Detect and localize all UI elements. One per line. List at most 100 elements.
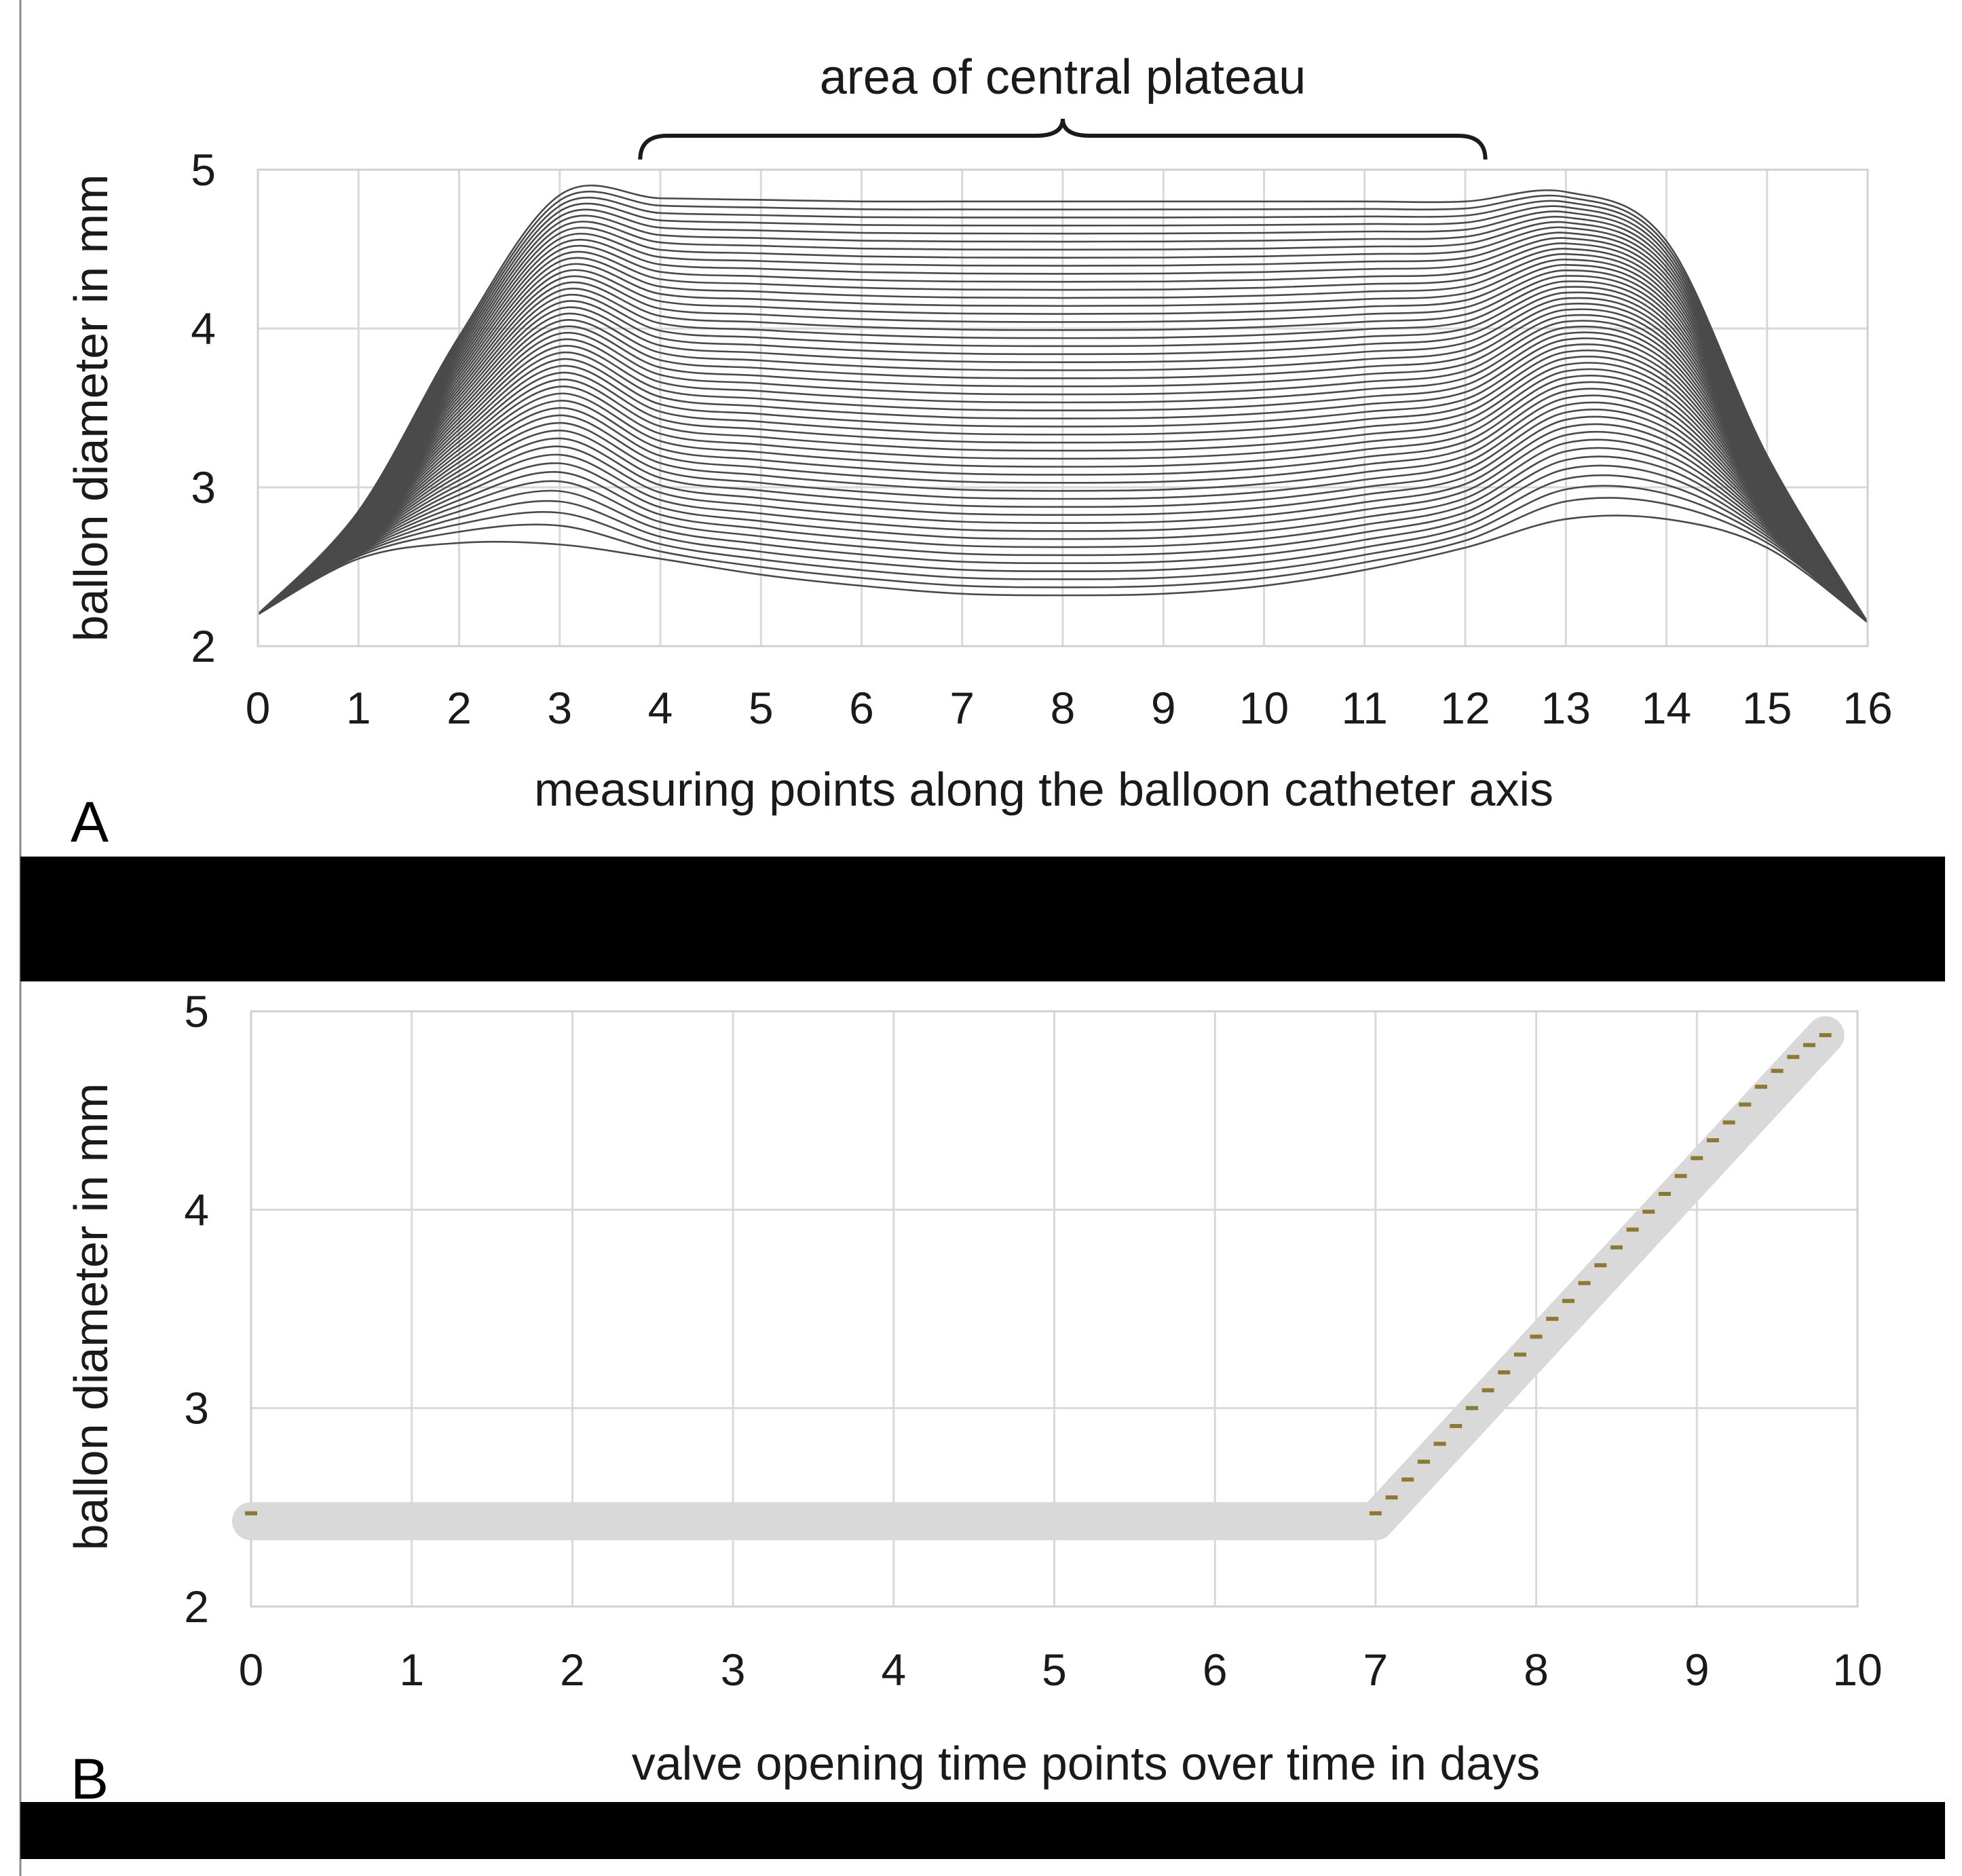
x-tick-label: 2: [560, 1645, 585, 1695]
panel-b-plot-frame: [250, 1010, 1859, 1608]
x-tick-label: 6: [1203, 1645, 1228, 1695]
series-line: [257, 231, 1869, 623]
series-line: [257, 362, 1868, 623]
series-line: [257, 474, 1868, 623]
bottom-bar: [20, 1802, 1945, 1859]
panel-a-series: [257, 185, 1869, 623]
panel-a-x-tick-labels: 0 1 2 3 4 5 6 7 8 9 10 11 12 13 14 15 16: [246, 683, 1893, 733]
series-line: [257, 297, 1869, 623]
series-line: [257, 497, 1868, 623]
y-tick-label: 4: [191, 303, 216, 354]
y-tick-label: 2: [184, 1581, 209, 1632]
panel-a-x-axis-title: measuring points along the balloon cathe…: [534, 763, 1553, 816]
x-tick-label: 10: [1832, 1645, 1882, 1695]
series-line: [257, 253, 1869, 623]
panel-a-y-tick-labels: 2 3 4 5: [191, 145, 216, 671]
panel-a-y-axis-title: ballon diameter in mm: [64, 174, 117, 642]
series-line: [257, 320, 1869, 623]
x-tick-label: 11: [1341, 683, 1388, 733]
panel-b-y-tick-labels: 2 3 4 5: [184, 986, 209, 1632]
x-tick-label: 1: [399, 1645, 424, 1695]
x-tick-label: 8: [1051, 683, 1076, 733]
x-tick-label: 4: [881, 1645, 906, 1695]
series-line: [257, 423, 1868, 623]
series-line: [257, 208, 1869, 623]
series-line: [257, 308, 1869, 623]
panel-separator: [20, 857, 1945, 981]
series-line: [257, 258, 1869, 623]
x-tick-label: 0: [246, 683, 271, 733]
y-tick-label: 2: [191, 621, 216, 671]
series-line: [257, 325, 1869, 623]
series-line: [257, 514, 1868, 623]
x-tick-label: 4: [648, 683, 673, 733]
panel-a-plot-frame: [257, 168, 1869, 648]
panel-b-x-axis-title: valve opening time points over time in d…: [632, 1737, 1540, 1790]
series-line: [257, 447, 1868, 623]
x-tick-label: 1: [346, 683, 371, 733]
x-tick-label: 9: [1684, 1645, 1710, 1695]
series-line: [257, 291, 1869, 623]
panel-a-label: A: [71, 790, 109, 854]
series-line: [257, 455, 1868, 623]
series-line: [257, 343, 1869, 623]
x-tick-label: 7: [1363, 1645, 1389, 1695]
x-tick-label: 9: [1151, 683, 1176, 733]
x-tick-label: 10: [1239, 683, 1289, 733]
series-line: [257, 394, 1868, 623]
series-line: [257, 381, 1868, 623]
x-tick-label: 3: [721, 1645, 746, 1695]
series-line: [257, 401, 1868, 623]
x-tick-label: 3: [547, 683, 572, 733]
series-line: [257, 214, 1869, 623]
series-line: [257, 263, 1869, 623]
series-line: [257, 368, 1868, 623]
x-tick-label: 2: [447, 683, 472, 733]
panel-b-series: [245, 1033, 1832, 1516]
series-line: [257, 275, 1869, 623]
plateau-annotation: area of central plateau: [820, 50, 1306, 105]
series-line: [257, 248, 1869, 623]
series-line: [257, 337, 1869, 623]
y-tick-label: 5: [184, 986, 209, 1036]
x-tick-label: 13: [1541, 683, 1591, 733]
series-line: [257, 388, 1868, 623]
series-line: [257, 185, 1869, 623]
series-line: [257, 314, 1869, 623]
panel-b-x-tick-labels: 0 1 2 3 4 5 6 7 8 9 10: [239, 1645, 1883, 1695]
panel-b-label: B: [71, 1747, 109, 1811]
series-line: [257, 331, 1869, 623]
x-tick-label: 16: [1843, 683, 1892, 733]
x-tick-label: 7: [949, 683, 975, 733]
series-line: [257, 415, 1868, 623]
x-tick-label: 8: [1524, 1645, 1549, 1695]
series-line: [257, 226, 1869, 623]
series-line: [257, 302, 1869, 623]
series-line: [257, 237, 1869, 623]
x-tick-label: 6: [849, 683, 874, 733]
panel-b: 0 1 2 3 4 5 6 7 8 9 10 2 3 4 5 valve opening time poi…: [64, 986, 1883, 1811]
series-line: [257, 221, 1869, 623]
series-line: [257, 430, 1868, 623]
panel-b-marker-band: [232, 1016, 1845, 1541]
x-tick-label: 5: [749, 683, 774, 733]
series-line: [257, 409, 1868, 623]
series-line: [257, 202, 1869, 623]
series-line: [257, 355, 1868, 623]
x-tick-label: 14: [1642, 683, 1691, 733]
x-tick-label: 0: [239, 1645, 264, 1695]
x-tick-label: 15: [1742, 683, 1792, 733]
series-line: [257, 286, 1869, 623]
series-line: [257, 349, 1869, 623]
panel-b-y-axis-title: ballon diameter in mm: [64, 1083, 117, 1551]
series-line: [257, 375, 1868, 623]
series-line: [257, 485, 1868, 623]
series-line: [257, 438, 1868, 623]
series-line: [257, 280, 1869, 623]
y-tick-label: 3: [191, 462, 216, 512]
y-tick-label: 3: [184, 1383, 209, 1433]
x-tick-label: 12: [1440, 683, 1490, 733]
series-line: [257, 464, 1868, 623]
